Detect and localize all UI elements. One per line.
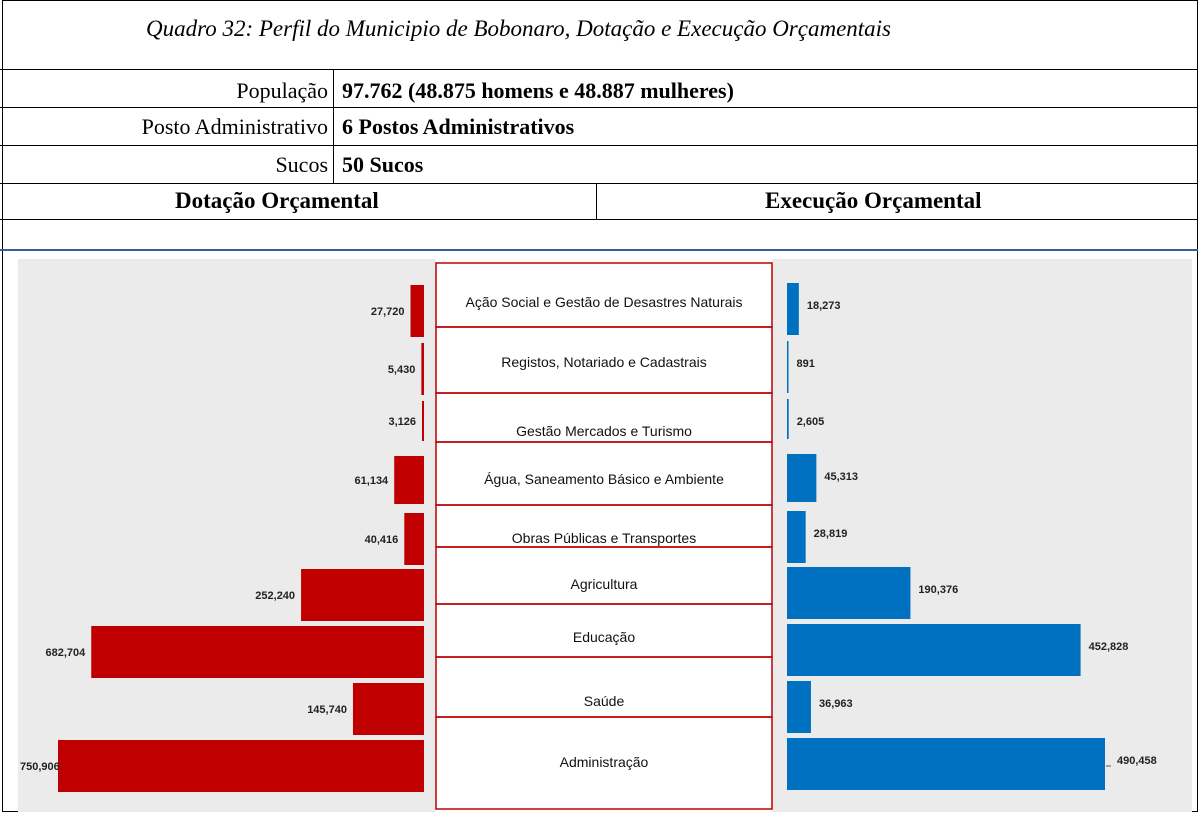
label-divider bbox=[333, 70, 334, 184]
category-box bbox=[435, 716, 773, 810]
population-label: População bbox=[236, 78, 328, 103]
budget-chart: Ação Social e Gestão de Desastres Natura… bbox=[0, 251, 1198, 812]
dotacao-value-label: 252,240 bbox=[255, 590, 295, 602]
category-label: Obras Públicas e Transportes bbox=[512, 530, 696, 546]
dotacao-value-label: 682,704 bbox=[45, 647, 86, 659]
sucos-value: 50 Sucos bbox=[342, 152, 424, 177]
dotacao-bar bbox=[404, 513, 424, 565]
execucao-panel bbox=[772, 259, 1192, 812]
execucao-value-label: 2,605 bbox=[797, 416, 825, 428]
category-label: Saúde bbox=[584, 693, 625, 709]
dotacao-value-label: 3,126 bbox=[388, 416, 416, 428]
population-row: População 97.762 (48.875 homens e 48.887… bbox=[0, 70, 1198, 108]
execucao-header: Execução Orçamental bbox=[765, 188, 982, 213]
category-label: Água, Saneamento Básico e Ambiente bbox=[484, 471, 724, 487]
category-label: Administração bbox=[560, 754, 649, 770]
posto-value: 6 Postos Administrativos bbox=[342, 114, 575, 139]
sucos-row: Sucos 50 Sucos bbox=[0, 146, 1198, 184]
execucao-bar bbox=[787, 454, 817, 502]
dotacao-bar bbox=[91, 626, 424, 678]
dotacao-value-label: 40,416 bbox=[365, 534, 399, 546]
category-label: Registos, Notariado e Cadastrais bbox=[501, 354, 706, 370]
dotacao-value-label: 27,720 bbox=[371, 306, 405, 318]
execucao-value-label: 490,458 bbox=[1117, 755, 1157, 767]
dotacao-value-label: 5,430 bbox=[388, 364, 416, 376]
header-divider bbox=[596, 184, 597, 220]
execucao-value-label: 18,273 bbox=[807, 300, 841, 312]
dotacao-bar bbox=[422, 401, 424, 441]
dotacao-bar bbox=[421, 343, 424, 395]
execucao-value-label: 28,819 bbox=[814, 528, 848, 540]
dotacao-header: Dotação Orçamental bbox=[175, 188, 379, 213]
execucao-value-label: 190,376 bbox=[918, 584, 958, 596]
budget-chart-svg: Ação Social e Gestão de Desastres Natura… bbox=[18, 259, 1192, 812]
posto-row: Posto Administrativo 6 Postos Administra… bbox=[0, 108, 1198, 146]
category-label: Gestão Mercados e Turismo bbox=[516, 423, 692, 439]
sucos-label: Sucos bbox=[275, 152, 328, 177]
population-value: 97.762 (48.875 homens e 48.887 mulheres) bbox=[342, 78, 734, 103]
dotacao-value-label: 61,134 bbox=[355, 475, 390, 487]
budget-header-row: Dotação Orçamental Execução Orçamental bbox=[0, 184, 1198, 220]
dotacao-value-label: 145,740 bbox=[307, 704, 347, 716]
execucao-bar bbox=[787, 341, 789, 393]
dotacao-bar bbox=[58, 740, 424, 792]
category-label: Educação bbox=[573, 629, 635, 645]
table-title-row: Quadro 32: Perfil do Municipio de Bobona… bbox=[0, 0, 1198, 70]
dotacao-bar bbox=[301, 569, 424, 621]
execucao-value-label: 891 bbox=[797, 358, 815, 370]
category-label: Ação Social e Gestão de Desastres Natura… bbox=[465, 294, 742, 310]
dotacao-bar bbox=[352, 683, 424, 735]
execucao-value-label: 45,313 bbox=[824, 471, 858, 483]
section-divider bbox=[0, 249, 1198, 251]
execucao-bar bbox=[787, 511, 806, 563]
execucao-value-label: 452,828 bbox=[1089, 641, 1129, 653]
dotacao-value-label: 750,906 bbox=[20, 761, 60, 773]
category-label: Agricultura bbox=[571, 576, 638, 592]
table-title: Quadro 32: Perfil do Municipio de Bobona… bbox=[146, 16, 892, 41]
category-panel bbox=[436, 259, 772, 812]
dotacao-bar bbox=[410, 285, 424, 337]
execucao-bar bbox=[787, 399, 789, 439]
execucao-bar bbox=[787, 283, 799, 335]
execucao-value-label: 36,963 bbox=[819, 698, 853, 710]
posto-label: Posto Administrativo bbox=[141, 114, 328, 139]
execucao-bar bbox=[787, 624, 1081, 676]
execucao-bar bbox=[787, 681, 811, 733]
dotacao-bar bbox=[394, 456, 424, 504]
execucao-bar bbox=[787, 567, 911, 619]
execucao-bar bbox=[787, 738, 1105, 790]
